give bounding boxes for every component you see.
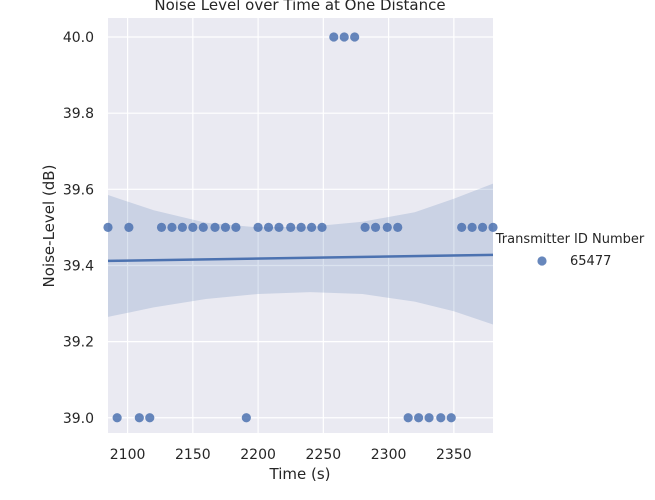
data-point bbox=[220, 222, 231, 233]
plot-area bbox=[103, 18, 498, 433]
data-point bbox=[134, 413, 144, 423]
y-axis-ticks: 39.0 39.2 39.4 39.6 39.8 40.0 bbox=[63, 30, 94, 427]
x-tick-label: 2250 bbox=[306, 447, 342, 463]
data-point bbox=[231, 222, 241, 233]
y-tick-label: 39.6 bbox=[63, 182, 94, 198]
y-tick-label: 40.0 bbox=[63, 30, 94, 46]
data-point bbox=[103, 222, 113, 233]
x-tick-label: 2300 bbox=[371, 447, 407, 463]
data-point bbox=[286, 222, 296, 233]
y-tick-label: 39.2 bbox=[63, 335, 94, 351]
data-point bbox=[350, 32, 360, 42]
data-point bbox=[145, 413, 155, 423]
data-point bbox=[477, 222, 488, 233]
data-point bbox=[424, 413, 434, 423]
data-point bbox=[124, 222, 134, 233]
y-tick-label: 39.8 bbox=[63, 106, 94, 122]
data-point bbox=[241, 413, 251, 423]
y-tick-label: 39.4 bbox=[63, 258, 94, 274]
data-point bbox=[274, 222, 284, 233]
data-point bbox=[317, 222, 327, 233]
data-point bbox=[329, 32, 339, 42]
data-points bbox=[103, 32, 498, 423]
data-point bbox=[198, 222, 208, 233]
legend-entry-label: 65477 bbox=[570, 254, 611, 269]
data-point bbox=[403, 413, 413, 423]
data-point bbox=[414, 413, 424, 423]
legend-marker bbox=[537, 256, 547, 266]
confidence-band bbox=[108, 183, 493, 325]
data-point bbox=[156, 222, 167, 233]
data-point bbox=[167, 222, 177, 233]
data-point bbox=[370, 222, 381, 233]
y-tick-label: 39.0 bbox=[63, 411, 94, 427]
regression-line bbox=[107, 253, 494, 263]
x-tick-label: 2350 bbox=[436, 447, 472, 463]
legend: Transmitter ID Number 65477 bbox=[495, 232, 645, 269]
data-point bbox=[457, 222, 467, 233]
data-point bbox=[446, 413, 456, 423]
x-axis-label: Time (s) bbox=[269, 465, 331, 483]
data-point bbox=[263, 222, 274, 233]
x-axis-ticks: 2100 2150 2200 2250 2300 2350 bbox=[110, 447, 472, 463]
x-tick-label: 2150 bbox=[175, 447, 211, 463]
data-point bbox=[339, 32, 349, 42]
data-point bbox=[177, 222, 187, 233]
data-point bbox=[112, 413, 122, 423]
data-point bbox=[188, 222, 198, 233]
legend-title: Transmitter ID Number bbox=[495, 232, 645, 247]
chart-title: Noise Level over Time at One Distance bbox=[154, 0, 445, 14]
data-point bbox=[253, 222, 263, 233]
data-point bbox=[210, 222, 220, 233]
data-point bbox=[467, 222, 477, 233]
data-point bbox=[306, 222, 317, 233]
x-tick-label: 2200 bbox=[240, 447, 276, 463]
data-point bbox=[296, 222, 306, 233]
data-point bbox=[360, 222, 370, 233]
data-point bbox=[393, 222, 403, 233]
data-point bbox=[488, 222, 498, 233]
y-axis-label: Noise-Level (dB) bbox=[40, 165, 58, 288]
data-point bbox=[382, 222, 392, 233]
data-point bbox=[436, 413, 446, 423]
x-tick-label: 2100 bbox=[110, 447, 146, 463]
